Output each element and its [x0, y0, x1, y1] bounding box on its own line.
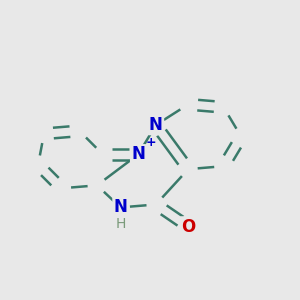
- Text: N: N: [149, 116, 163, 134]
- Text: +: +: [146, 136, 156, 149]
- Text: N: N: [114, 198, 128, 216]
- Text: H: H: [116, 218, 126, 232]
- Text: O: O: [181, 218, 195, 236]
- Text: N: N: [131, 146, 145, 164]
